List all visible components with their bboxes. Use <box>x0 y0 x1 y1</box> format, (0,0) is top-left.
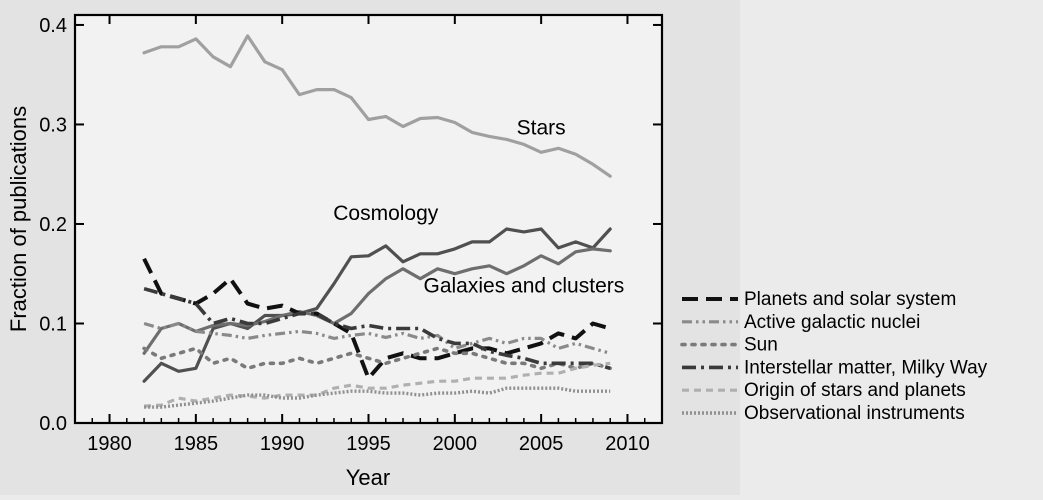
plot-label-stars: Stars <box>517 116 566 139</box>
legend-label-interstellar-matter-milky-way: Interstellar matter, Milky Way <box>744 357 988 378</box>
x-tick-label: 1990 <box>260 433 305 455</box>
legend-label-planets-and-solar-system: Planets and solar system <box>744 289 956 310</box>
series-labels-on-plot: Stars Cosmology Galaxies and clusters <box>333 116 624 297</box>
series-layer <box>142 34 613 409</box>
y-axis-ticks: 0.0 0.1 0.2 0.3 0.4 <box>39 15 662 435</box>
series-line-interstellar-matter-milky-way <box>143 286 611 371</box>
x-tick-label: 2005 <box>519 433 564 455</box>
series-line-sun <box>142 346 613 371</box>
y-tick-label: 0.0 <box>39 413 67 435</box>
y-tick-label: 0.1 <box>39 313 67 335</box>
x-tick-label: 1980 <box>87 433 132 455</box>
x-tick-label: 1985 <box>174 433 219 455</box>
plot-label-cosmology: Cosmology <box>333 202 439 225</box>
series-line-active-galactic-nuclei <box>143 321 611 355</box>
series-line-stars <box>142 34 612 178</box>
x-tick-label: 1995 <box>346 433 391 455</box>
legend-label-sun: Sun <box>744 335 778 356</box>
y-tick-label: 0.4 <box>39 15 67 37</box>
x-tick-label: 2010 <box>605 433 650 455</box>
x-axis-label: Year <box>346 465 390 490</box>
legend-label-origin-of-stars-and-planets: Origin of stars and planets <box>744 380 966 401</box>
y-tick-label: 0.3 <box>39 114 67 136</box>
y-tick-label: 0.2 <box>39 214 67 236</box>
plot-label-galaxies-and-clusters: Galaxies and clusters <box>423 275 624 298</box>
series-line-galaxies-and-clusters <box>142 247 612 355</box>
x-axis-ticks: 1980 1985 1990 1995 2000 2005 2010 <box>87 15 650 455</box>
x-tick-label: 2000 <box>433 433 478 455</box>
series-line-planets-and-solar-system <box>142 257 611 381</box>
y-axis-label: Fraction of publications <box>6 106 31 332</box>
legend-label-active-galactic-nuclei: Active galactic nuclei <box>744 312 920 333</box>
legend-label-observational-instruments: Observational instruments <box>744 403 965 424</box>
